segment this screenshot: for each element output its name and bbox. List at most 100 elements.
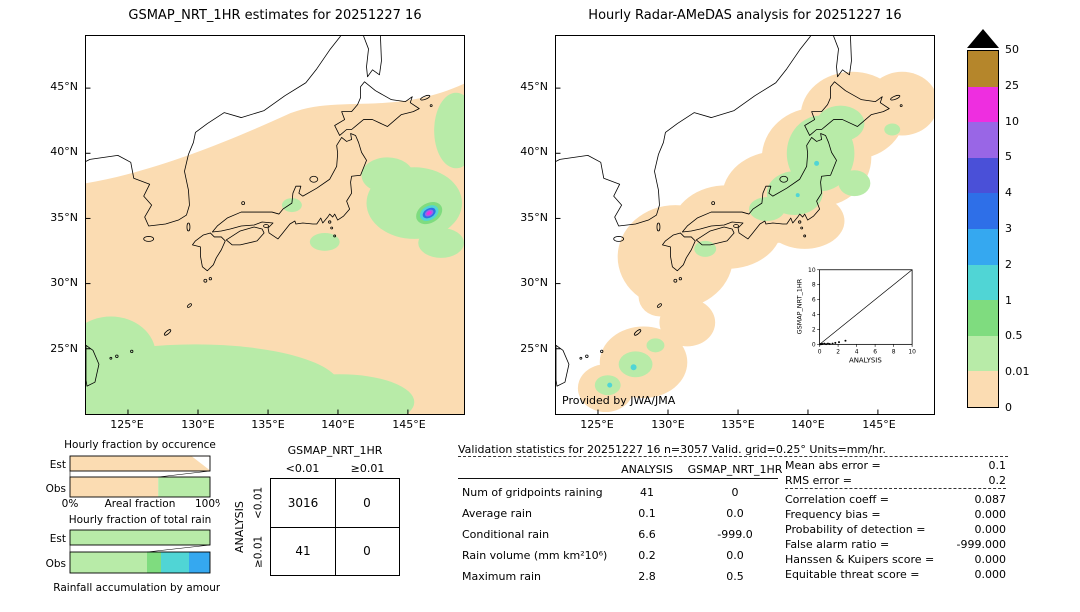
x-tick-label: 125°E xyxy=(110,418,144,431)
precip-radar xyxy=(577,71,934,413)
contingency-row-label: ≥0.01 xyxy=(252,535,265,568)
total-rain-footer: Rainfall accumulation by amount xyxy=(53,582,220,594)
areal-axis-label: Areal fraction xyxy=(105,498,176,510)
inset-y-tick-label: 2 xyxy=(812,326,816,333)
colorbar-label: 1 xyxy=(1005,294,1012,307)
contingency-grid: 3016 0 41 0 xyxy=(270,478,400,576)
x-tick-label: 130°E xyxy=(651,418,685,431)
right-map: GSMAP_NRT_1HR 0 2 4 6 8 10 xyxy=(555,35,935,415)
total-rain-est-bar xyxy=(69,529,211,546)
colorbar-overflow-triangle xyxy=(967,29,999,48)
y-tick-label: 40°N xyxy=(520,145,548,158)
x-tick-label: 140°E xyxy=(321,418,355,431)
colorbar xyxy=(967,50,999,408)
inset-x-tick-label: 10 xyxy=(908,348,916,355)
inset-x-tick-label: 6 xyxy=(873,348,877,355)
colorbar-label: 0.5 xyxy=(1005,329,1023,342)
stats-header: Validation statistics for 20251227 16 n=… xyxy=(458,443,886,456)
stats-row-gsmap-value: 0.0 xyxy=(726,507,744,520)
colorbar-segment xyxy=(968,228,998,265)
stats-divider-top xyxy=(458,456,1008,457)
total-rain-connectors xyxy=(69,544,211,553)
right-map-svg: GSMAP_NRT_1HR 0 2 4 6 8 10 xyxy=(556,36,934,414)
y-tick-label: 40°N xyxy=(50,145,78,158)
colorbar-label: 3 xyxy=(1005,222,1012,235)
stats-col-header-gsmap: GSMAP_NRT_1HR xyxy=(687,463,783,476)
colorbar-label: 50 xyxy=(1005,43,1019,56)
total-rain-est-label: Est xyxy=(50,533,66,545)
stats-row-label: Average rain xyxy=(462,507,532,520)
fraction-charts: Hourly fraction by occurence Est Obs 0% … xyxy=(40,435,227,605)
precip-gsmap xyxy=(86,83,464,414)
colorbar-segment xyxy=(968,122,998,158)
colorbar-label: 10 xyxy=(1005,115,1019,128)
score-value: 0.000 xyxy=(974,568,1007,581)
contingency-row-label: <0.01 xyxy=(252,486,265,519)
inset-y-tick-label: 0 xyxy=(812,341,816,348)
x-tick-label: 140°E xyxy=(791,418,825,431)
score-value: 0.1 xyxy=(988,459,1007,472)
score-value: 0.2 xyxy=(988,474,1007,487)
stats-row-analysis-value: 0.1 xyxy=(638,507,656,520)
y-tick-label: 35°N xyxy=(520,211,548,224)
score-label: Equitable threat score = xyxy=(785,568,920,581)
inset-y-tick-label: 8 xyxy=(812,282,816,289)
score-value: 0.000 xyxy=(974,553,1007,566)
total-rain-chart-title: Hourly fraction of total rain xyxy=(69,514,212,526)
stats-row-label: Conditional rain xyxy=(462,528,550,541)
contingency-grid-hline xyxy=(271,527,399,528)
contingency-column-group-label: GSMAP_NRT_1HR xyxy=(287,444,383,457)
x-tick-label: 145°E xyxy=(392,418,426,431)
stats-row-gsmap-value: -999.0 xyxy=(717,528,753,541)
areal-axis-min: 0% xyxy=(62,498,79,510)
y-tick-label: 25°N xyxy=(520,342,548,355)
contingency-col-label: <0.01 xyxy=(285,462,320,475)
colorbar-segment xyxy=(968,51,998,87)
score-label: Mean abs error = xyxy=(785,459,881,472)
total-rain-obs-label: Obs xyxy=(46,558,66,570)
inset-y-tick-label: 6 xyxy=(812,297,816,304)
inset-y-tick-label: 4 xyxy=(812,312,816,319)
x-tick-label: 135°E xyxy=(251,418,285,431)
stats-col-header-analysis: ANALYSIS xyxy=(621,463,673,476)
score-label: Probability of detection = xyxy=(785,523,926,536)
colorbar-segment xyxy=(968,300,998,336)
score-label: RMS error = xyxy=(785,474,852,487)
stats-row-analysis-value: 0.2 xyxy=(638,549,656,562)
total-rain-obs-bar xyxy=(69,551,211,574)
stats-row-gsmap-value: 0 xyxy=(731,486,739,499)
occurrence-chart-title: Hourly fraction by occurence xyxy=(64,439,216,451)
contingency-cell: 0 xyxy=(363,496,371,510)
colorbar-label: 2 xyxy=(1005,258,1012,271)
inset-x-axis-label: ANALYSIS xyxy=(849,356,882,364)
left-map-svg xyxy=(86,36,464,414)
contingency-cell: 0 xyxy=(363,544,371,558)
inset-x-tick-label: 8 xyxy=(892,348,896,355)
score-label: Hanssen & Kuipers score = xyxy=(785,553,935,566)
colorbar-segment xyxy=(968,264,998,301)
inset-diagonal-line xyxy=(819,269,913,345)
y-tick-label: 30°N xyxy=(520,276,548,289)
contingency-cell: 41 xyxy=(295,544,311,558)
colorbar-label: 4 xyxy=(1005,186,1012,199)
areal-axis-max: 100% xyxy=(195,498,220,510)
score-value: -999.000 xyxy=(956,538,1006,551)
colorbar-label: 5 xyxy=(1005,150,1012,163)
stats-row-label: Num of gridpoints raining xyxy=(462,486,603,499)
contingency-cell: 3016 xyxy=(287,496,319,510)
stats-row-gsmap-value: 0.5 xyxy=(726,570,744,583)
colorbar-label: 25 xyxy=(1005,79,1019,92)
intense-cell xyxy=(416,201,443,225)
inset-x-tick-label: 4 xyxy=(855,348,859,355)
scores-divider xyxy=(785,488,1006,489)
stats-table-header-rule xyxy=(458,478,778,479)
occurrence-connectors xyxy=(69,470,211,478)
colorbar-segment xyxy=(968,86,998,123)
right-map-title: Hourly Radar-AMeDAS analysis for 2025122… xyxy=(588,8,902,23)
occurrence-obs-bar xyxy=(69,476,211,498)
colorbar-segment xyxy=(968,157,998,194)
occurrence-est-bar xyxy=(69,455,211,472)
occurrence-obs-label: Obs xyxy=(46,483,66,495)
stats-row-label: Maximum rain xyxy=(462,570,541,583)
colorbar-label: 0.01 xyxy=(1005,365,1030,378)
